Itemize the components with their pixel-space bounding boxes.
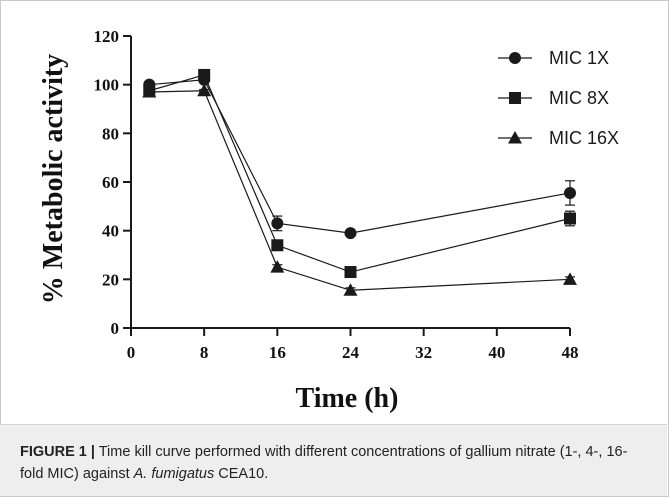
y-axis-title: % Metabolic activity [38,54,69,304]
x-tick-label: 32 [415,343,432,362]
data-point [344,227,357,240]
data-point [343,283,358,296]
legend-marker [509,52,521,64]
legend-label: MIC 8X [549,88,609,108]
data-point [271,239,284,252]
data-point [564,212,576,225]
series-line [149,79,571,234]
series-mic-16x [142,83,577,296]
data-point [198,68,211,81]
data-point [271,217,284,230]
legend-marker [508,131,522,144]
y-tick-label: 120 [94,27,120,46]
series-line [149,74,571,273]
time-kill-chart: 0 20 40 60 80 100 120 0 8 16 24 32 40 48 MIC 1X MIC 8X… [38,27,619,414]
x-tick-label: 8 [200,343,209,362]
x-tick-label: 48 [562,343,579,362]
x-tick-label: 24 [342,343,360,362]
chart-legend: MIC 1X MIC 8X MIC 16X [498,48,619,148]
x-tick-label: 40 [488,343,505,362]
caption-species: A. fumigatus [133,466,215,482]
y-tick-label: 20 [102,270,119,289]
data-point [563,272,577,285]
series-line [149,90,571,291]
legend-label: MIC 16X [549,128,619,148]
legend-label: MIC 1X [549,48,609,68]
caption-text-after: CEA10. [214,466,269,482]
caption-text-before: Time kill curve performed with different… [20,444,628,482]
data-point [344,266,357,279]
data-point [564,186,576,199]
y-tick-label: 40 [102,222,119,241]
data-point [197,83,212,97]
y-tick-label: 80 [102,124,119,143]
data-point [270,260,285,273]
legend-marker [509,92,521,104]
y-tick-label: 0 [111,319,120,338]
x-tick-label: 16 [269,343,286,362]
x-axis-title: Time (h) [296,383,399,414]
chart-axes: 0 20 40 60 80 100 120 0 8 16 24 32 40 48 [94,27,579,362]
y-tick-label: 60 [102,173,119,192]
data-point [142,84,157,98]
caption-label: FIGURE 1 | [20,444,95,460]
y-tick-label: 100 [94,76,120,95]
chart-series [142,68,577,296]
x-tick-label: 0 [127,343,136,362]
caption-panel [0,424,667,496]
figure-caption: FIGURE 1 | Time kill curve performed wit… [20,441,650,485]
